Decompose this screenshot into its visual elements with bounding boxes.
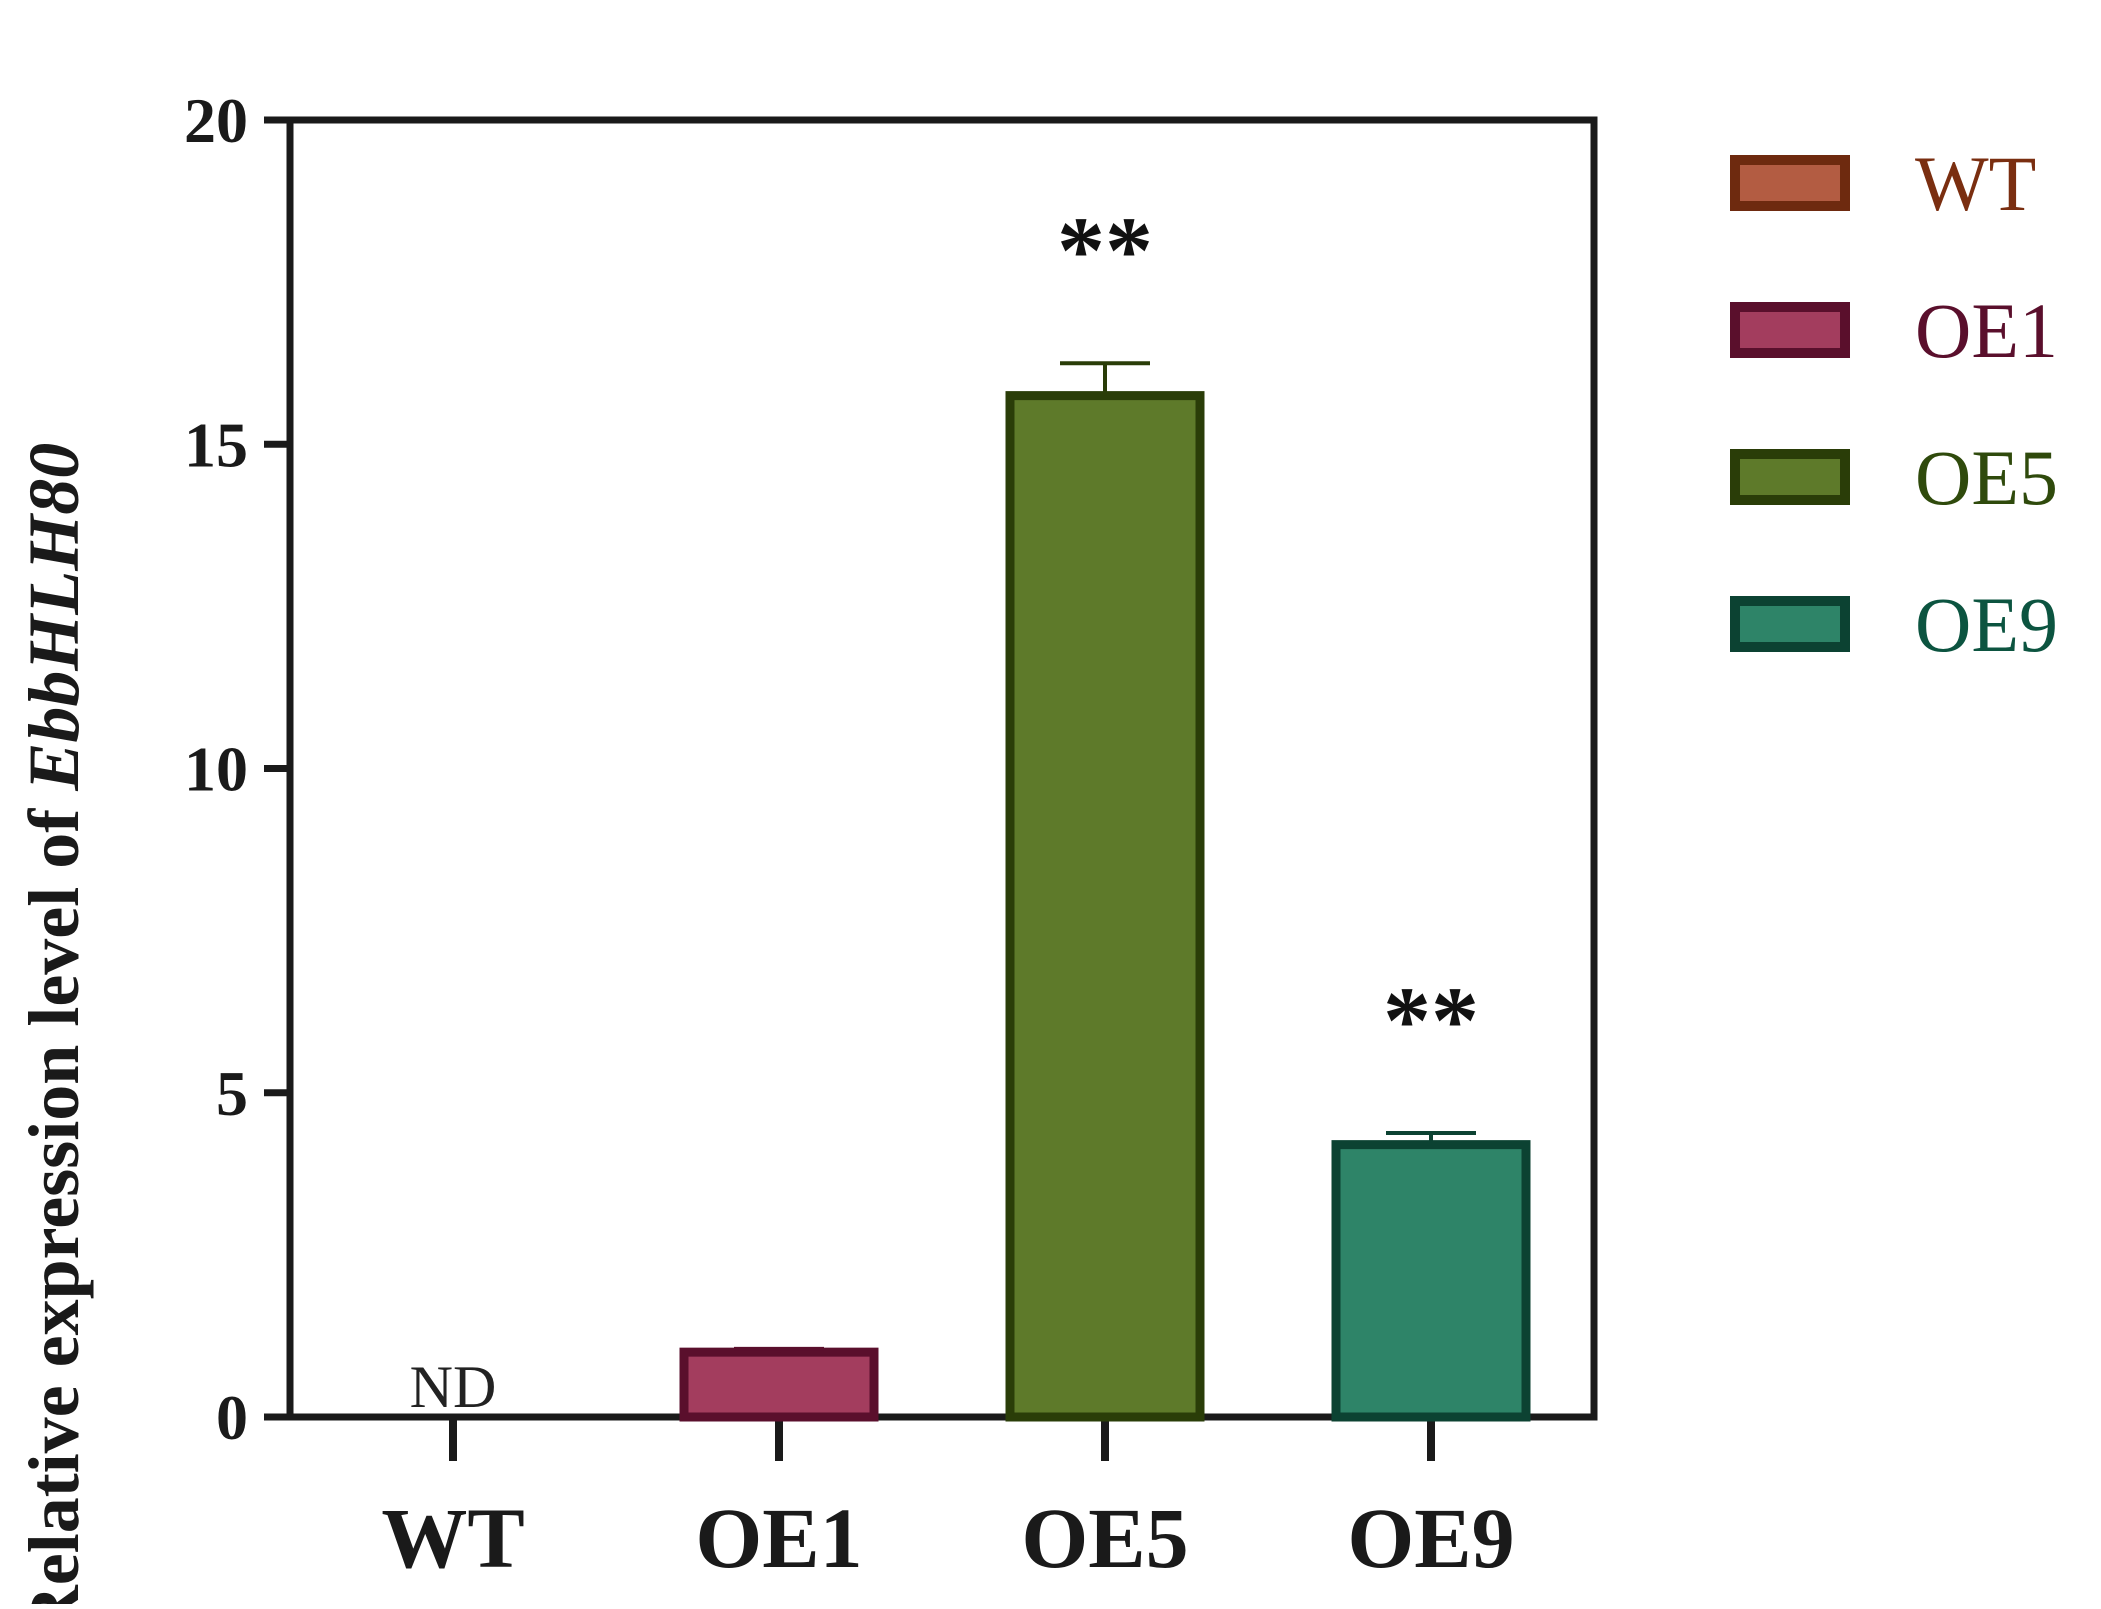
significance-label: ** [1383,967,1479,1074]
y-tick-label: 0 [216,1382,248,1453]
bar-oe5 [1005,391,1205,1422]
axes [264,116,1598,1461]
y-tick-label: 20 [184,85,248,156]
legend-label-oe1: OE1 [1915,287,2058,374]
legend-label-oe9: OE9 [1915,581,2058,668]
y-tick-label: 5 [216,1058,248,1129]
y-axis-title: Relative expression level of EbbHLH80 [14,443,94,1604]
y-axis-title-gene: EbbHLH80 [14,443,94,792]
bar-oe9 [1331,1140,1531,1422]
legend-swatch-oe9 [1730,596,1850,652]
y-tick-label: 10 [184,734,248,805]
legend: WT OE1 OE5 OE9 [1730,140,2058,668]
legend-label-wt: WT [1915,140,2036,227]
y-axis-title-prefix: Relative expression level of [14,791,94,1604]
x-tick-label: OE9 [1347,1490,1514,1586]
x-tick-label: WT [381,1490,524,1586]
legend-swatch-oe1 [1730,302,1850,358]
legend-label-oe5: OE5 [1915,434,2058,521]
legend-swatch-wt [1730,155,1850,211]
bars [679,361,1531,1422]
x-tick-label: OE1 [695,1490,862,1586]
legend-swatch-oe5 [1730,449,1850,505]
significance-label: ** [1057,197,1153,304]
nd-label: ND [410,1354,497,1420]
axis-labels: 0 5 10 15 20 ND WT OE1 ** OE5 ** OE9 [184,85,1515,1586]
bar-oe1 [679,1347,879,1422]
x-tick-label: OE5 [1021,1490,1188,1586]
y-tick-label: 15 [184,409,248,480]
